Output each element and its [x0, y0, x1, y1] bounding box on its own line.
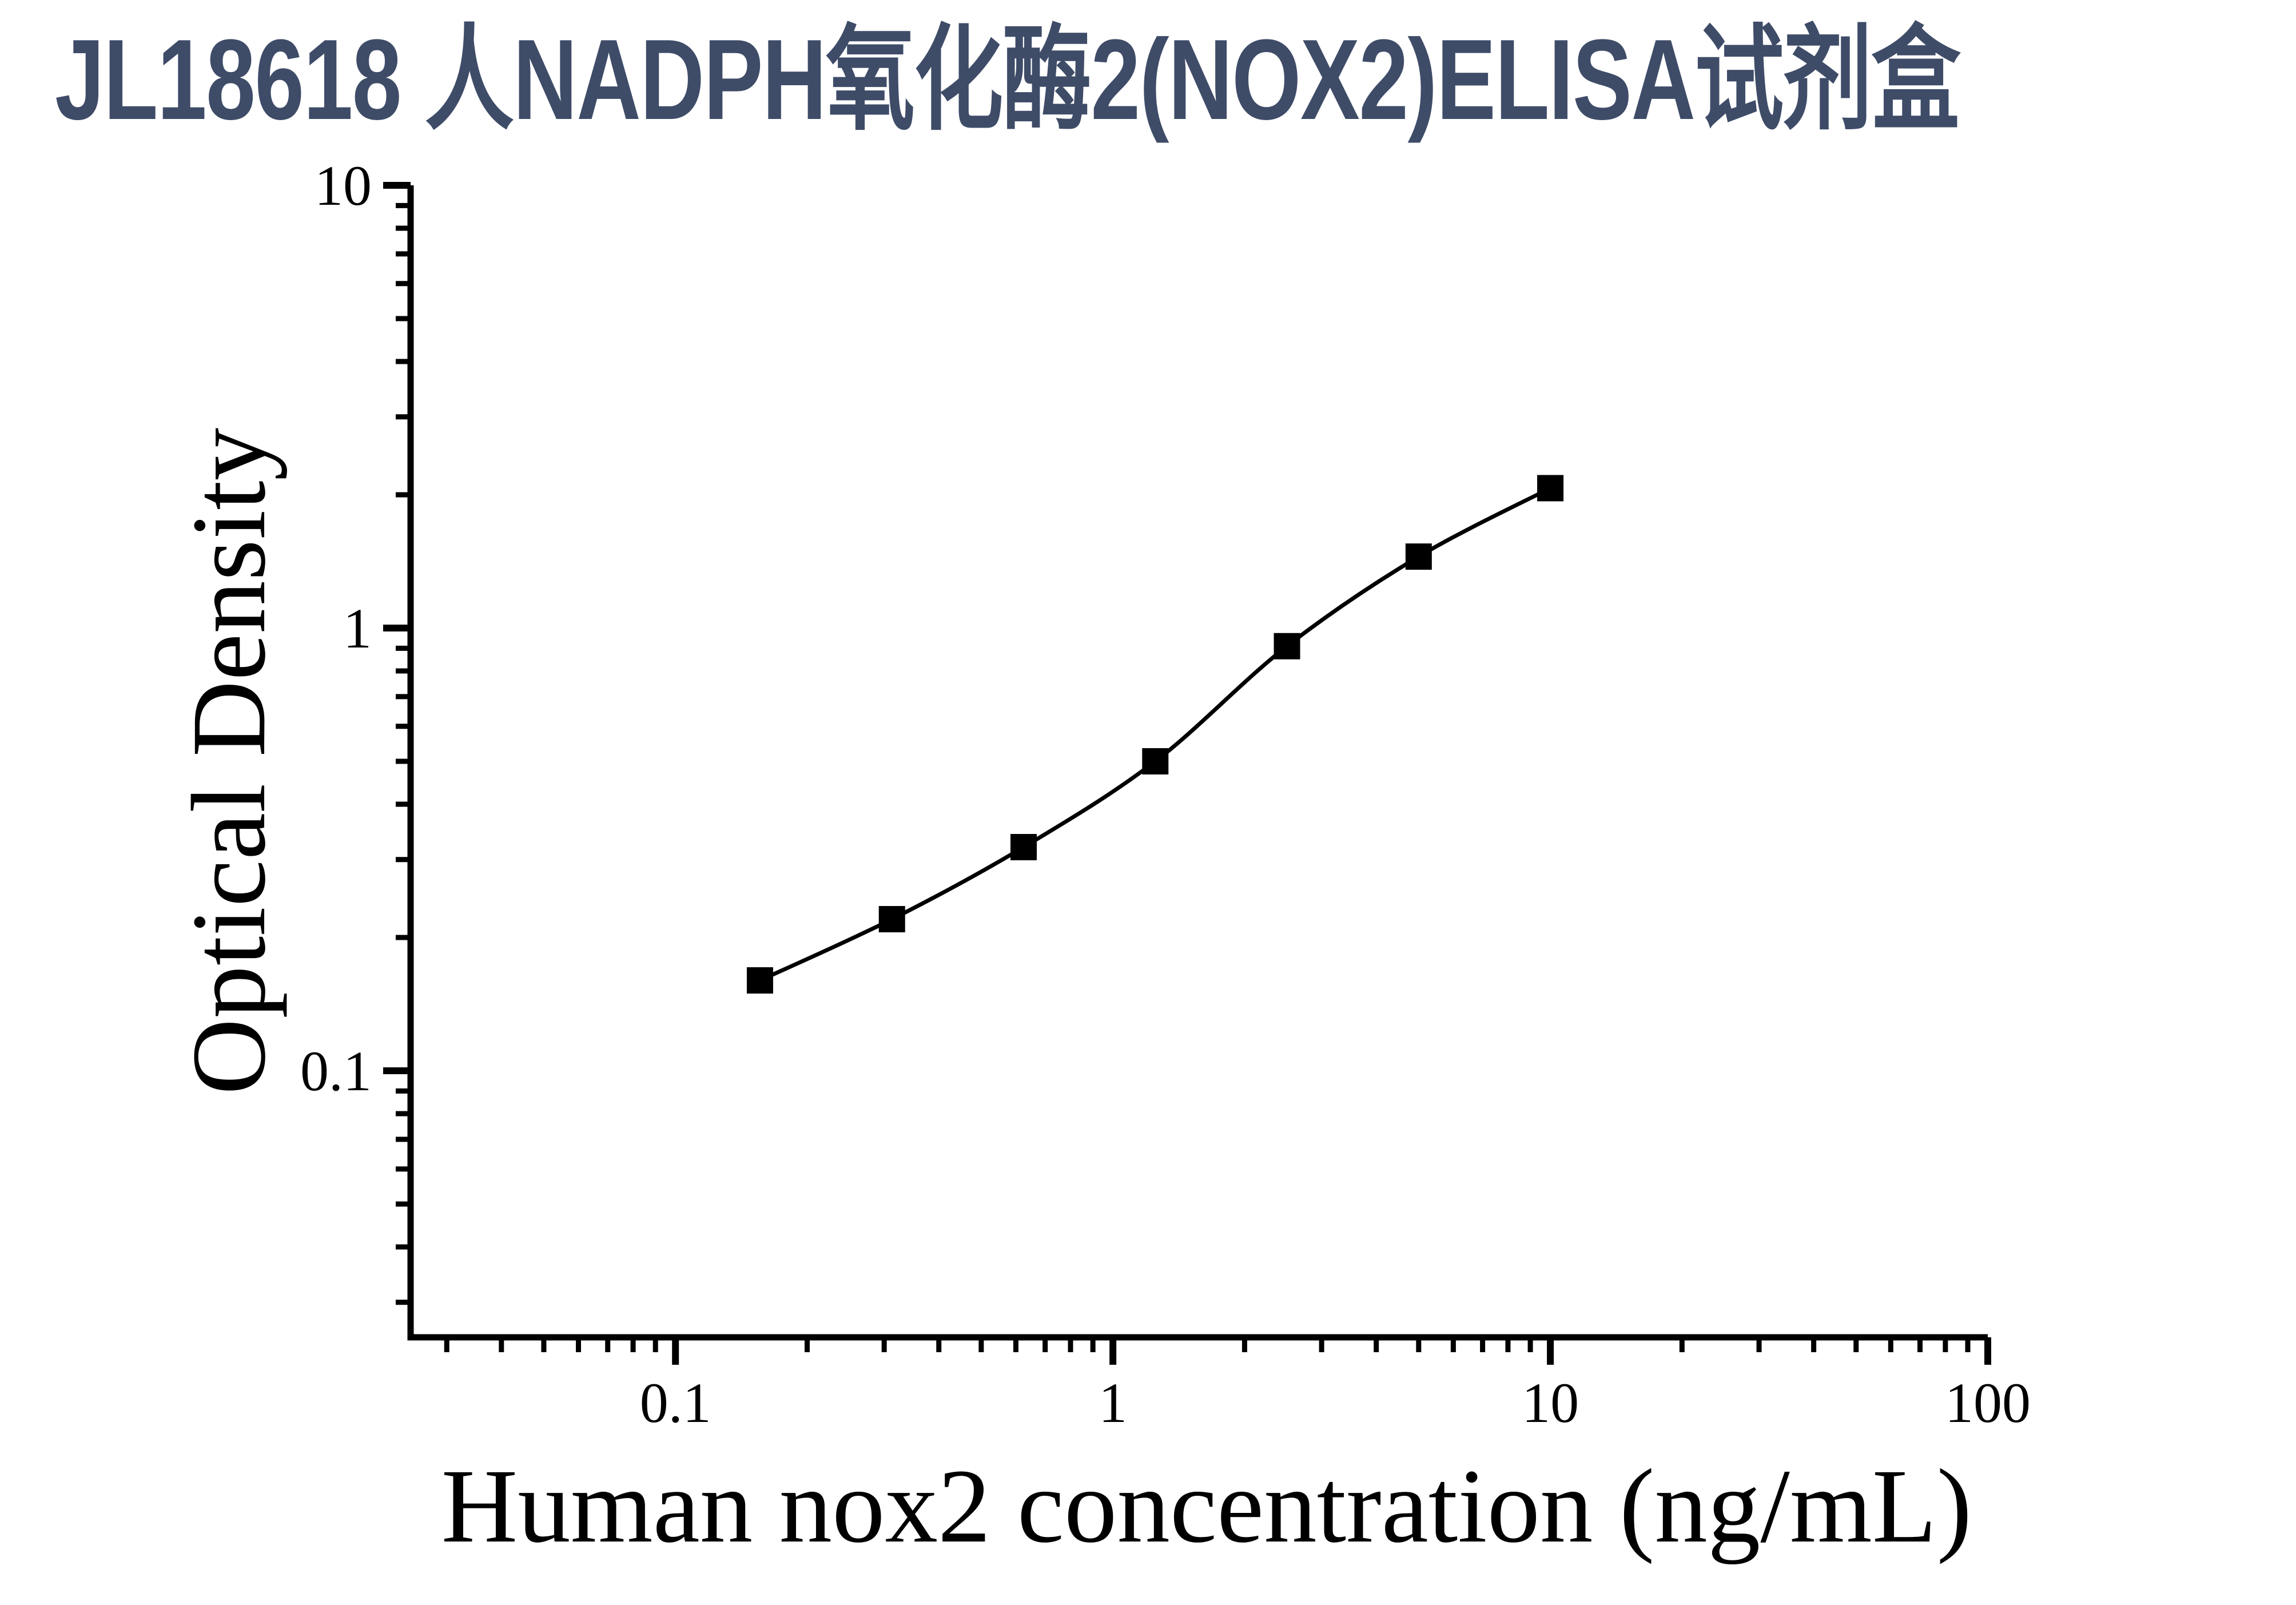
data-point-marker — [878, 905, 905, 932]
x-tick-label: 10 — [1522, 1371, 1579, 1435]
figure-title: JL18618 人NADPH氧化酶2(NOX2)ELISA试剂盒 — [55, 16, 1960, 144]
data-point-marker — [1142, 748, 1169, 774]
x-tick-label: 0.1 — [640, 1371, 711, 1435]
tick-labels: 0.1 1 10 100 10 1 0.1 — [300, 154, 2031, 1435]
x-tick-label: 1 — [1099, 1371, 1127, 1435]
y-tick-label: 1 — [343, 597, 372, 660]
data-point-marker — [1537, 475, 1564, 502]
data-point-marker — [1010, 834, 1037, 861]
y-tick-label: 10 — [315, 154, 372, 217]
x-axis-title: Human nox2 concentration (ng/mL) — [441, 1448, 1972, 1565]
y-tick-label: 0.1 — [300, 1039, 372, 1103]
axis-ticks — [383, 182, 1991, 1365]
data-points — [746, 475, 1564, 994]
axes — [407, 185, 1988, 1341]
axis-spines — [407, 185, 1988, 1341]
x-tick-label: 100 — [1945, 1371, 2031, 1435]
data-point-marker — [746, 967, 773, 994]
data-point-marker — [1274, 633, 1300, 660]
data-point-marker — [1405, 543, 1432, 570]
y-axis-title: Optical Density — [170, 428, 288, 1095]
